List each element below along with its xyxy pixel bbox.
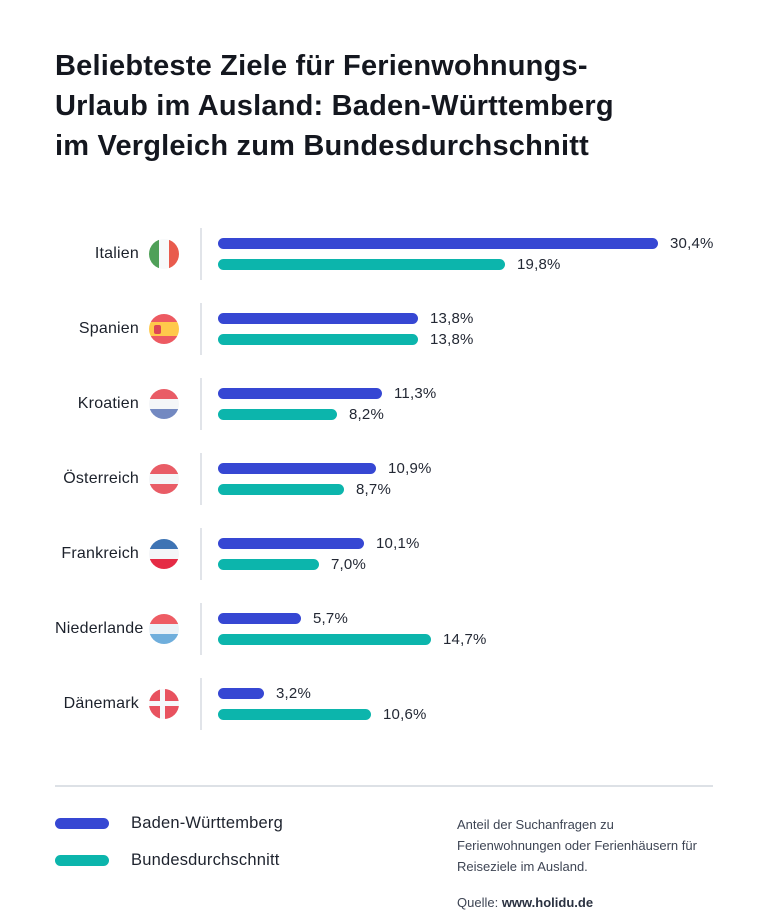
row-divider-line [200, 527, 202, 580]
chart-title-line-3: im Vergleich zum Bundesdurchschnitt [55, 130, 589, 162]
row-bars: 11,3% 8,2% [218, 384, 713, 423]
bundesdurchschnitt-swatch-icon [55, 855, 109, 866]
baden-wuerttemberg-bar-line: 30,4% [218, 234, 714, 252]
bundesdurchschnitt-bar-line: 7,0% [218, 555, 713, 573]
source-prefix: Quelle: [457, 895, 502, 911]
baden-wuerttemberg-bar-line: 11,3% [218, 384, 713, 402]
source-line: Quelle: www.holidu.de [457, 892, 713, 911]
chart-row-austria: Österreich 10,9% 8,7% [55, 441, 713, 516]
chart-title-line-1: Beliebteste Ziele für Ferienwohnungs- [55, 50, 588, 82]
bundesdurchschnitt-bar [218, 258, 505, 270]
baden-wuerttemberg-bar-line: 3,2% [218, 684, 713, 702]
country-label: Dänemark [63, 694, 139, 712]
bundesdurchschnitt-value-label: 14,7% [443, 630, 487, 648]
flag-denmark-icon [149, 688, 179, 719]
baden-wuerttemberg-bar [218, 687, 264, 699]
baden-wuerttemberg-bar-line: 5,7% [218, 609, 713, 627]
baden-wuerttemberg-value-label: 10,9% [388, 459, 432, 477]
flag-austria-icon [149, 463, 179, 494]
bundesdurchschnitt-bar [218, 558, 319, 570]
bundesdurchschnitt-bar [218, 633, 431, 645]
baden-wuerttemberg-value-label: 5,7% [313, 609, 348, 627]
bundesdurchschnitt-value-label: 10,6% [383, 705, 427, 723]
footnote-text: Anteil der Suchanfragen zu Ferienwohnung… [457, 817, 697, 875]
chart-row-france: Frankreich 10,1% 7,0% [55, 516, 713, 591]
bundesdurchschnitt-value-label: 8,7% [356, 480, 391, 498]
baden-wuerttemberg-bar [218, 462, 376, 474]
row-bars: 3,2% 10,6% [218, 684, 713, 723]
baden-wuerttemberg-value-label: 13,8% [430, 309, 474, 327]
bundesdurchschnitt-bar-line: 19,8% [218, 255, 714, 273]
bundesdurchschnitt-bar [218, 333, 418, 345]
bundesdurchschnitt-bar-line: 13,8% [218, 330, 713, 348]
bundesdurchschnitt-value-label: 13,8% [430, 330, 474, 348]
source-url: www.holidu.de [501, 895, 594, 911]
baden-wuerttemberg-bar [218, 312, 418, 324]
chart-title-line-2: Urlaub im Ausland: Baden-Württemberg [55, 90, 614, 122]
row-divider-line [200, 677, 202, 730]
flag-spain-icon [149, 313, 179, 344]
baden-wuerttemberg-bar [218, 237, 658, 249]
baden-wuerttemberg-bar [218, 387, 382, 399]
flag-italy-icon [149, 238, 179, 269]
row-bars: 10,9% 8,7% [218, 459, 713, 498]
row-bars: 13,8% 13,8% [218, 309, 713, 348]
row-bars: 30,4% 19,8% [218, 234, 714, 273]
baden-wuerttemberg-value-label: 30,4% [670, 234, 714, 252]
legend-item-baden-wuerttemberg: Baden-Württemberg [55, 814, 283, 833]
footer-divider [55, 785, 713, 787]
row-divider-line [200, 452, 202, 505]
baden-wuerttemberg-bar-line: 10,9% [218, 459, 713, 477]
country-label: Italien [94, 244, 139, 262]
bundesdurchschnitt-value-label: 8,2% [349, 405, 384, 423]
bundesdurchschnitt-bar-line: 8,2% [218, 405, 713, 423]
baden-wuerttemberg-bar [218, 537, 364, 549]
baden-wuerttemberg-bar-line: 10,1% [218, 534, 713, 552]
legend-item-bundesdurchschnitt: Bundesdurchschnitt [55, 851, 283, 870]
baden-wuerttemberg-bar-line: 13,8% [218, 309, 713, 327]
baden-wuerttemberg-value-label: 10,1% [376, 534, 420, 552]
baden-wuerttemberg-swatch-icon [55, 818, 109, 829]
country-label: Spanien [78, 319, 139, 337]
chart-title: Beliebteste Ziele für Ferienwohnungs- Ur… [55, 46, 713, 166]
legend-label: Baden-Württemberg [131, 814, 283, 832]
chart-row-croatia: Kroatien 11,3% 8,2% [55, 366, 713, 441]
baden-wuerttemberg-bar [218, 612, 301, 624]
bar-chart: Italien 30,4% 19,8% Spanien [55, 216, 713, 741]
row-divider-line [200, 302, 202, 355]
country-label: Kroatien [77, 394, 139, 412]
flag-netherlands-icon [149, 613, 179, 644]
legend: Baden-Württemberg Bundesdurchschnitt [55, 814, 283, 911]
chart-row-italy: Italien 30,4% 19,8% [55, 216, 713, 291]
chart-row-netherlands: Niederlande 5,7% 14,7% [55, 591, 713, 666]
country-label: Österreich [63, 469, 139, 487]
footnote-block: Anteil der Suchanfragen zu Ferienwohnung… [457, 814, 713, 911]
country-label: Frankreich [61, 544, 139, 562]
bundesdurchschnitt-value-label: 19,8% [517, 255, 561, 273]
country-label: Niederlande [55, 619, 144, 637]
flag-croatia-icon [149, 388, 179, 419]
bundesdurchschnitt-bar [218, 483, 344, 495]
row-divider-line [200, 227, 202, 280]
flag-france-icon [149, 538, 179, 569]
bundesdurchschnitt-bar [218, 708, 371, 720]
bundesdurchschnitt-bar-line: 14,7% [218, 630, 713, 648]
bundesdurchschnitt-bar [218, 408, 337, 420]
bundesdurchschnitt-bar-line: 10,6% [218, 705, 713, 723]
bundesdurchschnitt-bar-line: 8,7% [218, 480, 713, 498]
baden-wuerttemberg-value-label: 3,2% [276, 684, 311, 702]
row-bars: 10,1% 7,0% [218, 534, 713, 573]
footer: Baden-Württemberg Bundesdurchschnitt Ant… [55, 814, 713, 911]
bundesdurchschnitt-value-label: 7,0% [331, 555, 366, 573]
chart-row-denmark: Dänemark 3,2% 10,6% [55, 666, 713, 741]
row-divider-line [200, 377, 202, 430]
row-bars: 5,7% 14,7% [218, 609, 713, 648]
baden-wuerttemberg-value-label: 11,3% [394, 384, 437, 402]
row-divider-line [200, 602, 202, 655]
legend-label: Bundesdurchschnitt [131, 851, 280, 869]
chart-row-spain: Spanien 13,8% 13,8% [55, 291, 713, 366]
